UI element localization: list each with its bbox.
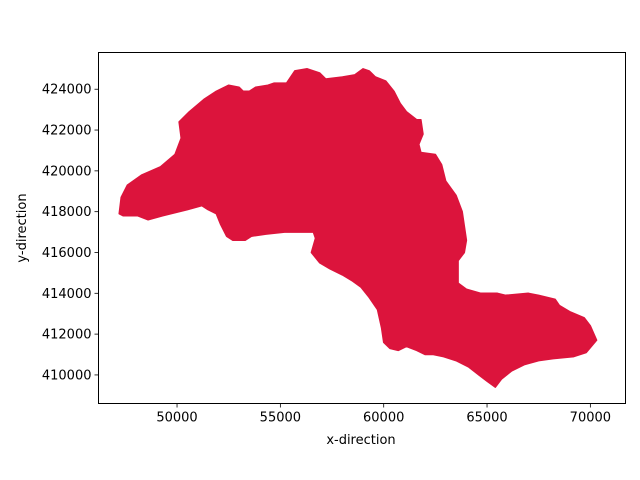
y-tick-label: 412000 [42,328,92,343]
y-tick-label: 410000 [42,368,92,383]
y-axis-label: y-direction [15,193,30,262]
x-tick-label: 60000 [363,411,404,426]
y-tick-label: 414000 [42,287,92,302]
x-tick-label: 50000 [156,411,197,426]
region-layer [118,68,598,388]
region-polygon [118,68,598,388]
y-tick-label: 424000 [42,83,92,98]
x-tick-label: 70000 [570,411,611,426]
y-tick-label: 416000 [42,246,92,261]
y-tick-label: 422000 [42,124,92,139]
y-tick-label: 418000 [42,205,92,220]
y-tick-label: 420000 [42,164,92,179]
x-tick-label: 65000 [466,411,507,426]
x-axis-label: x-direction [326,433,395,448]
x-tick-label: 55000 [260,411,301,426]
axes-frame [98,52,626,404]
x-axis-ticks: 50000 55000 60000 65000 70000 [156,403,611,426]
y-axis-ticks: 410000 412000 414000 416000 418000 420000 4220… [42,83,99,383]
